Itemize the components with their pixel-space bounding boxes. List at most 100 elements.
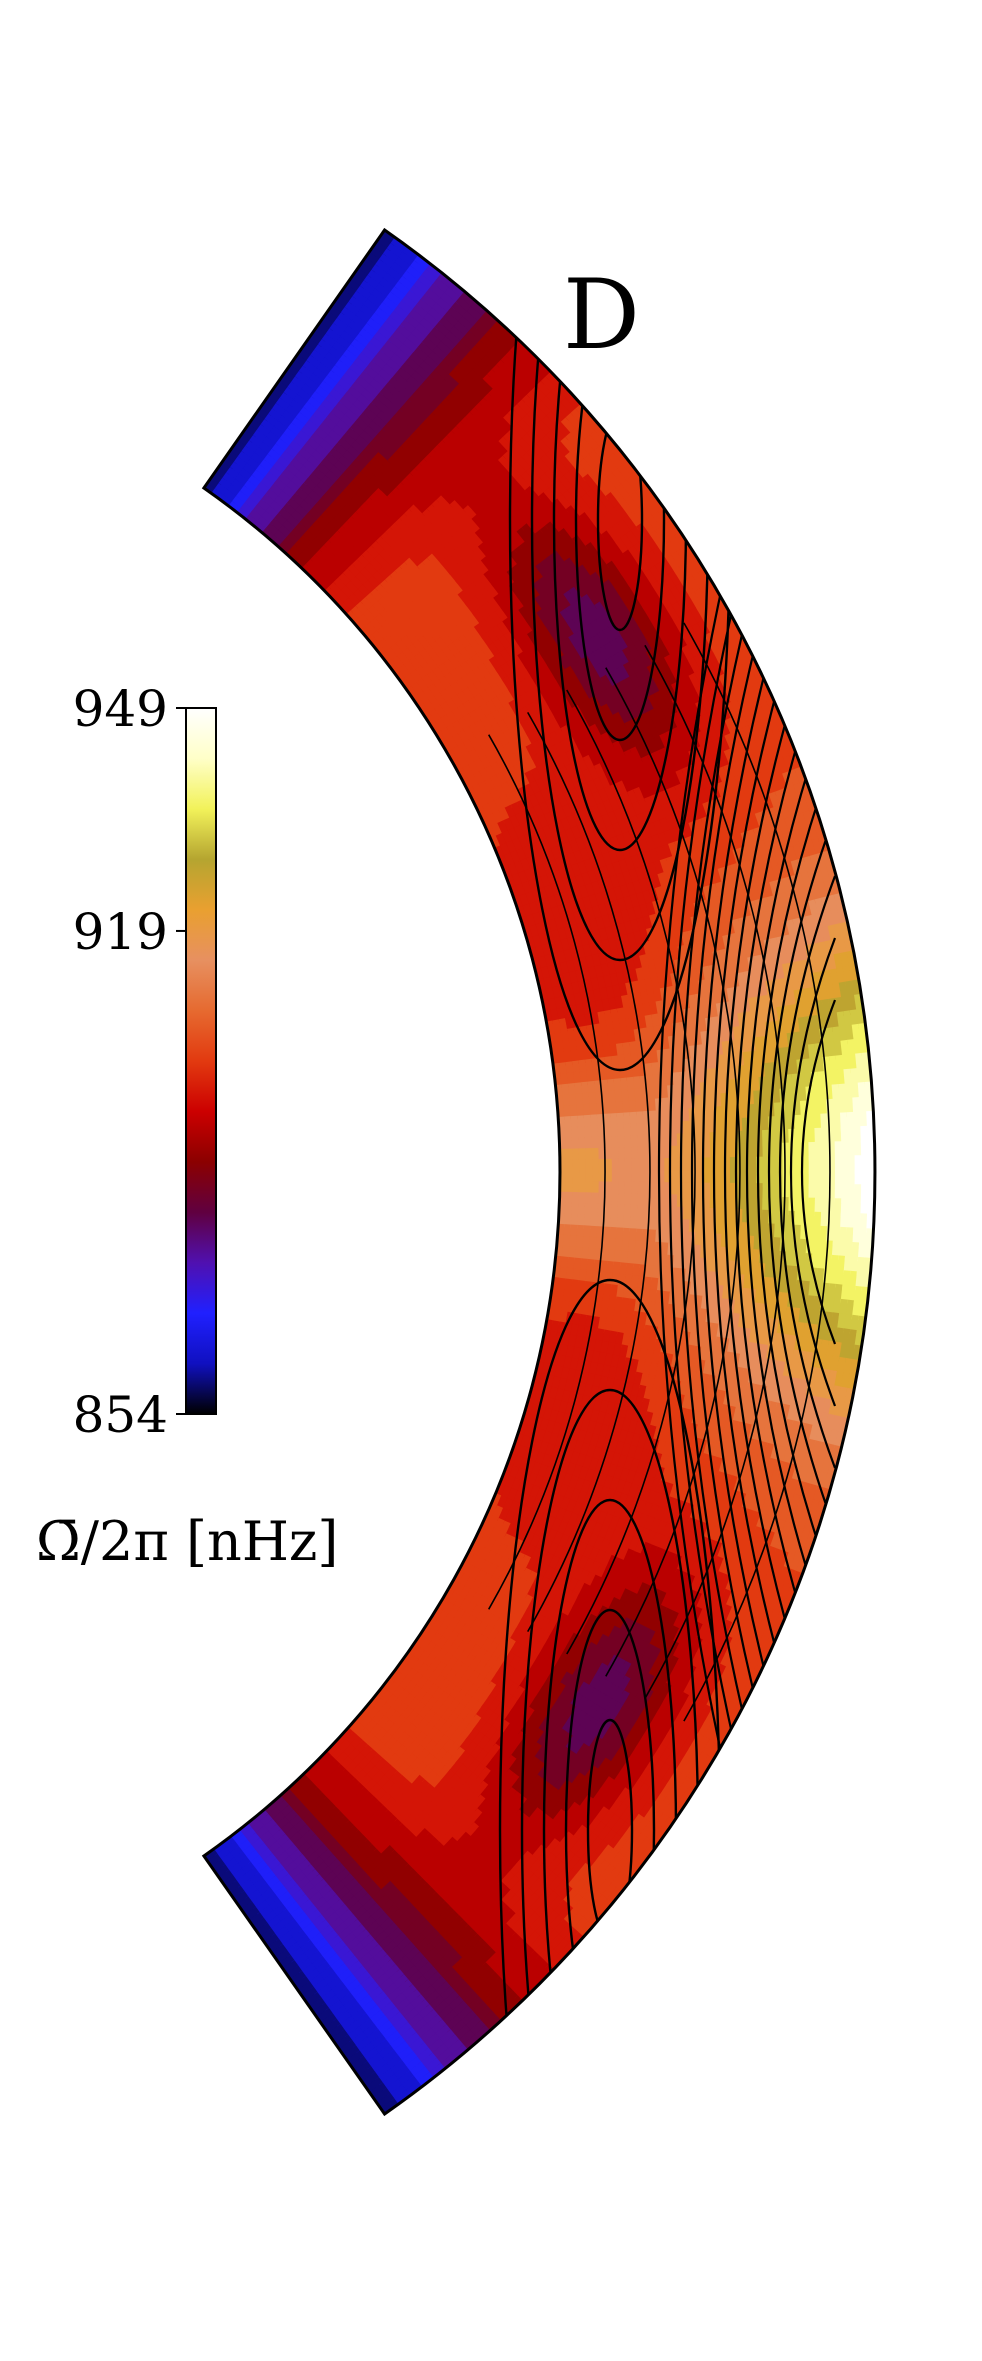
- shell-cell: [617, 1124, 626, 1140]
- shell-cell: [577, 1126, 587, 1141]
- shell-cell: [637, 1193, 646, 1210]
- shell-cell: [610, 1124, 620, 1140]
- shell-cell: [584, 1125, 593, 1141]
- shell-cell: [637, 1146, 646, 1163]
- shell-cell: [669, 1121, 679, 1138]
- shell-cell: [670, 1170, 679, 1187]
- shell-cell: [651, 1158, 659, 1174]
- shell-cell: [684, 1157, 692, 1174]
- shell-cell: [565, 1137, 574, 1153]
- shell-cell: [591, 1192, 600, 1208]
- shell-cell: [565, 1170, 574, 1185]
- shell-cell: [611, 1192, 620, 1209]
- shell-cell: [650, 1182, 659, 1198]
- shell-cell: [636, 1123, 646, 1139]
- shell-cell: [631, 1170, 640, 1186]
- shell-cell: [630, 1135, 640, 1151]
- shell-cell: [650, 1134, 659, 1151]
- shell-cell: [578, 1137, 587, 1152]
- shell-cell: [631, 1181, 640, 1198]
- shell-cell: [650, 1193, 659, 1210]
- shell-cell: [572, 1170, 581, 1185]
- shell-cell: [605, 1170, 614, 1186]
- shell-cell: [670, 1157, 679, 1174]
- shell-cell: [578, 1192, 587, 1207]
- shell-cell: [584, 1136, 594, 1152]
- shell-cell: [591, 1181, 600, 1197]
- shell-cell: [670, 1133, 679, 1150]
- shell-cell: [618, 1170, 627, 1186]
- shell-cell: [611, 1135, 620, 1152]
- shell-cell: [637, 1134, 646, 1151]
- shell-cell: [571, 1137, 580, 1152]
- shell-cell: [631, 1146, 640, 1163]
- shell-cell: [615, 1101, 625, 1117]
- shell-cell: [591, 1147, 600, 1163]
- shell-cell: [585, 1181, 594, 1196]
- shell-cell: [650, 1146, 659, 1162]
- shell-cell: [592, 1170, 600, 1185]
- shell-cell: [577, 1115, 586, 1130]
- shell-cell: [605, 1158, 614, 1174]
- shell-cell: [565, 1148, 574, 1163]
- shell-cell: [604, 1136, 613, 1152]
- shell-cell: [592, 1159, 600, 1174]
- shell-cell: [624, 1158, 633, 1174]
- shell-cell: [682, 1108, 691, 1125]
- shell-cell: [623, 1112, 632, 1128]
- shell-cell: [623, 1123, 633, 1140]
- shell-cell: [624, 1146, 633, 1163]
- shell-cell: [578, 1148, 587, 1163]
- shell-cell: [618, 1181, 627, 1197]
- shell-cell: [571, 1126, 580, 1142]
- shell-cell: [572, 1181, 581, 1196]
- shell-cell: [605, 1147, 613, 1163]
- shell-cell: [618, 1158, 627, 1174]
- shell-cell: [585, 1159, 594, 1174]
- shell-cell: [605, 1181, 613, 1197]
- shell-cell: [591, 1136, 600, 1152]
- shell-cell: [630, 1123, 639, 1139]
- shell-cell: [603, 1113, 612, 1129]
- shell-cell: [670, 1145, 679, 1162]
- shell-cell: [624, 1170, 633, 1186]
- shell-cell: [611, 1170, 620, 1186]
- shell-cell: [611, 1147, 620, 1163]
- shell-cell: [564, 1202, 574, 1218]
- shell-cell: [629, 1111, 639, 1128]
- shell-cell: [637, 1181, 646, 1198]
- shell-cell: [585, 1148, 594, 1163]
- shell-cell: [683, 1145, 692, 1162]
- shell-cell: [624, 1193, 633, 1209]
- shell-cell: [579, 1170, 587, 1185]
- shell-cell: [662, 1109, 671, 1126]
- shell-cell: [572, 1148, 581, 1163]
- shell-cell: [683, 1133, 692, 1150]
- shell-cell: [565, 1159, 574, 1174]
- shell-cell: [684, 1170, 692, 1187]
- shell-cell: [649, 1110, 658, 1127]
- shell-cell: [611, 1158, 620, 1174]
- shell-cell: [572, 1159, 581, 1174]
- shell-cell: [585, 1170, 594, 1185]
- shell-cell: [651, 1170, 659, 1186]
- shell-cell: [682, 1120, 692, 1138]
- shell-cell: [565, 1181, 574, 1196]
- shell-cell: [631, 1158, 640, 1174]
- shell-cell: [683, 1182, 692, 1199]
- shell-cell: [591, 1125, 600, 1141]
- shell-cell: [578, 1181, 587, 1196]
- shell-cell: [670, 1182, 679, 1199]
- shell-cell: [617, 1135, 626, 1151]
- shell-cell: [564, 1116, 573, 1131]
- shell-cell: [611, 1181, 620, 1197]
- shell-cell: [670, 1194, 679, 1211]
- shell-cell: [635, 1099, 645, 1116]
- shell-cell: [638, 1170, 646, 1186]
- shell-color-bands: [203, 230, 875, 2114]
- shell-cell: [638, 1158, 646, 1174]
- shell-cell: [579, 1159, 587, 1174]
- shell-cell: [683, 1194, 692, 1211]
- shell-cell: [630, 1193, 640, 1209]
